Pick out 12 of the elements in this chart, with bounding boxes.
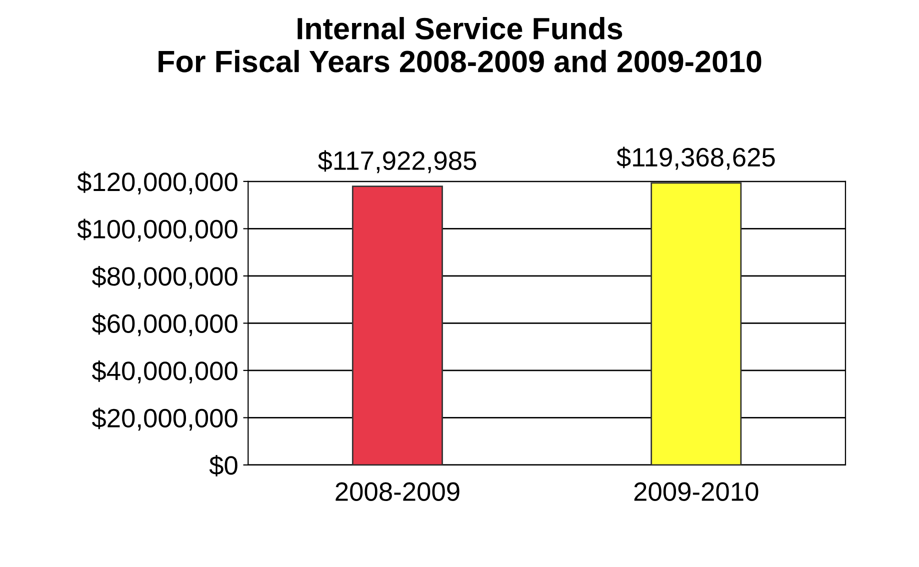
y-tick-label: $80,000,000 <box>92 266 238 289</box>
y-tick-label: $40,000,000 <box>92 360 238 384</box>
x-tick-label: 2009-2010 <box>634 482 758 501</box>
y-tick-label: $120,000,000 <box>77 171 238 194</box>
x-tick-label: 2008-2009 <box>336 482 460 501</box>
y-tick-label: $60,000,000 <box>92 313 238 336</box>
data-label: $119,368,625 <box>616 146 775 170</box>
data-label: $117,922,985 <box>318 150 476 174</box>
y-tick-label: $0 <box>209 454 238 476</box>
y-tick-label: $100,000,000 <box>77 218 238 242</box>
chart-title: Internal Service Funds For Fiscal Years 2008-2009 and 2009-2010 <box>158 17 762 72</box>
y-tick-label: $20,000,000 <box>92 408 238 431</box>
